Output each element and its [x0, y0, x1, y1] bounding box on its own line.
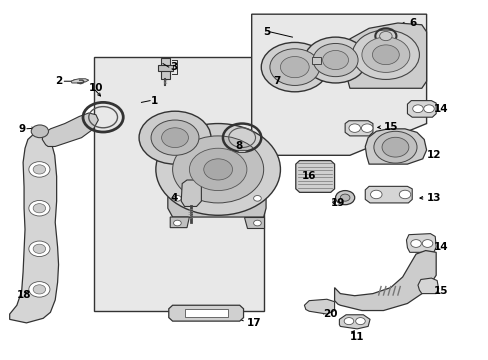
- Circle shape: [139, 111, 210, 164]
- Polygon shape: [304, 299, 334, 314]
- Circle shape: [304, 37, 366, 83]
- Circle shape: [340, 194, 349, 201]
- Polygon shape: [406, 234, 435, 252]
- Text: 3: 3: [170, 62, 177, 72]
- Circle shape: [399, 190, 410, 199]
- Circle shape: [156, 123, 280, 215]
- Circle shape: [29, 241, 50, 257]
- Text: 16: 16: [302, 171, 316, 181]
- Circle shape: [344, 318, 353, 325]
- Text: 2: 2: [55, 76, 62, 86]
- Text: 15: 15: [383, 122, 397, 132]
- Text: 11: 11: [349, 332, 364, 342]
- Bar: [93, 57, 263, 311]
- Polygon shape: [167, 194, 265, 217]
- Text: 8: 8: [234, 141, 242, 152]
- Text: 14: 14: [433, 242, 447, 252]
- Circle shape: [173, 195, 181, 201]
- Circle shape: [151, 120, 199, 155]
- Text: 7: 7: [273, 76, 280, 86]
- Polygon shape: [407, 100, 435, 117]
- Circle shape: [370, 190, 381, 199]
- Polygon shape: [10, 132, 59, 323]
- Circle shape: [361, 37, 409, 72]
- Circle shape: [253, 195, 261, 201]
- Circle shape: [322, 50, 348, 69]
- Polygon shape: [295, 161, 334, 192]
- Circle shape: [203, 159, 232, 180]
- Circle shape: [189, 148, 246, 190]
- Circle shape: [373, 131, 416, 163]
- Text: 14: 14: [433, 104, 447, 114]
- Bar: [184, 310, 227, 316]
- Circle shape: [31, 125, 48, 138]
- Polygon shape: [365, 186, 411, 203]
- Circle shape: [172, 136, 263, 203]
- Circle shape: [355, 318, 365, 325]
- Polygon shape: [181, 180, 201, 207]
- Text: 5: 5: [263, 27, 270, 37]
- Circle shape: [29, 201, 50, 216]
- Circle shape: [29, 282, 50, 297]
- Text: 17: 17: [246, 318, 261, 328]
- Text: 18: 18: [17, 290, 31, 300]
- Circle shape: [351, 30, 419, 80]
- Circle shape: [423, 105, 433, 113]
- Circle shape: [335, 190, 354, 205]
- Circle shape: [361, 124, 372, 132]
- Circle shape: [29, 162, 50, 177]
- Text: 9: 9: [18, 124, 25, 134]
- Text: 13: 13: [426, 193, 440, 203]
- Bar: [158, 65, 172, 71]
- Circle shape: [33, 244, 45, 253]
- Circle shape: [410, 240, 421, 247]
- Circle shape: [173, 220, 181, 226]
- Text: 19: 19: [330, 198, 345, 208]
- Polygon shape: [42, 113, 98, 147]
- Polygon shape: [158, 138, 263, 170]
- Polygon shape: [251, 14, 426, 155]
- Text: 10: 10: [89, 83, 103, 93]
- Polygon shape: [345, 121, 372, 136]
- Circle shape: [412, 105, 423, 113]
- Circle shape: [422, 240, 432, 247]
- Circle shape: [372, 45, 399, 65]
- Circle shape: [312, 44, 357, 77]
- Polygon shape: [170, 217, 189, 228]
- Bar: [160, 58, 170, 80]
- Circle shape: [161, 128, 188, 148]
- Polygon shape: [345, 23, 426, 88]
- Polygon shape: [417, 278, 438, 294]
- Circle shape: [33, 285, 45, 294]
- Text: 1: 1: [151, 96, 158, 105]
- Polygon shape: [311, 57, 321, 64]
- Circle shape: [379, 31, 391, 41]
- Polygon shape: [237, 150, 246, 153]
- Polygon shape: [339, 315, 369, 329]
- Circle shape: [33, 204, 45, 213]
- Circle shape: [280, 57, 308, 78]
- Text: 15: 15: [433, 286, 447, 296]
- Circle shape: [381, 137, 408, 157]
- Text: 6: 6: [409, 18, 416, 28]
- Circle shape: [348, 124, 360, 132]
- Circle shape: [269, 49, 319, 85]
- Polygon shape: [71, 79, 89, 83]
- Polygon shape: [168, 305, 243, 321]
- Text: 20: 20: [323, 309, 337, 319]
- Polygon shape: [334, 251, 435, 311]
- Polygon shape: [244, 217, 263, 228]
- Text: 12: 12: [426, 150, 440, 160]
- Circle shape: [261, 42, 327, 92]
- Text: 4: 4: [170, 193, 177, 203]
- Circle shape: [33, 165, 45, 174]
- Circle shape: [253, 220, 261, 226]
- Polygon shape: [365, 129, 426, 164]
